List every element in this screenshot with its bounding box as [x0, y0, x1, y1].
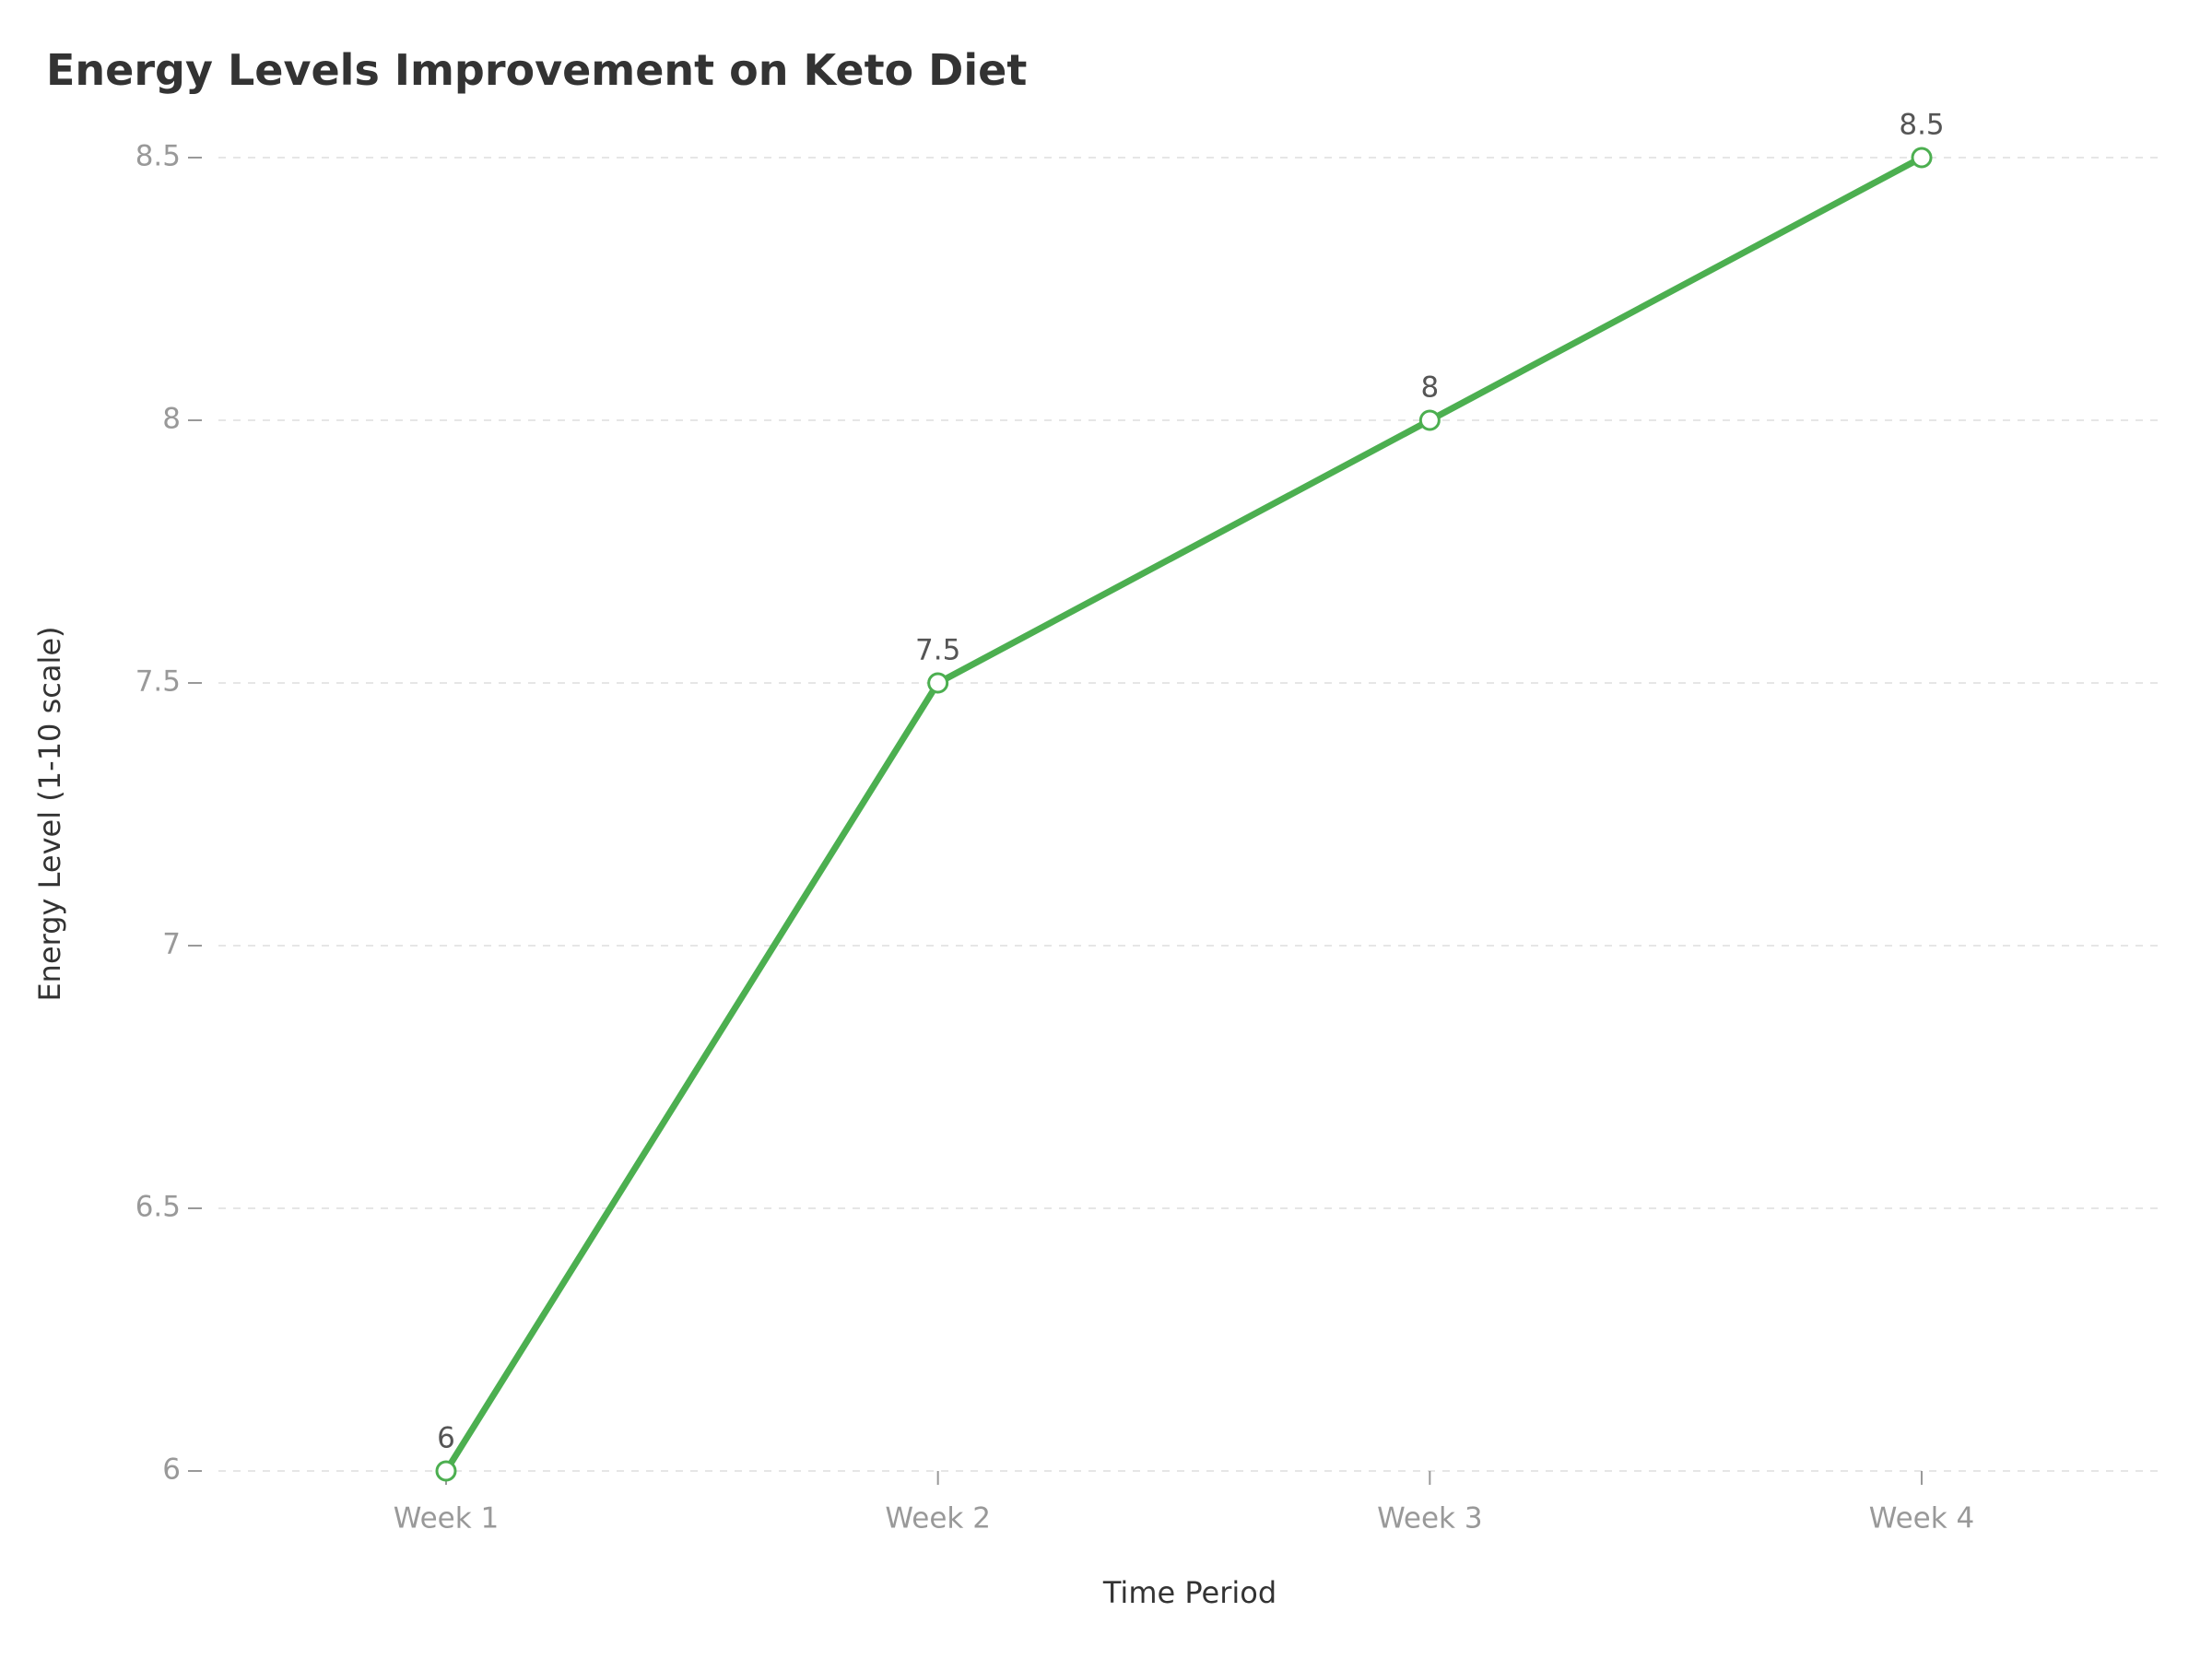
data-point	[927, 672, 949, 694]
x-axis-label: Time Period	[1102, 1575, 1277, 1610]
y-tick-label: 8.5	[135, 140, 181, 173]
x-tick-label: Week 3	[1377, 1502, 1483, 1535]
y-tick-label: 7.5	[135, 665, 181, 699]
x-tick-label: Week 1	[394, 1502, 500, 1535]
value-label: 7.5	[915, 634, 960, 667]
value-label: 8	[1420, 371, 1439, 405]
data-point	[1418, 409, 1441, 431]
y-axis-label: Energy Level (1-10 scale)	[32, 626, 67, 1001]
data-point	[1911, 147, 1933, 169]
x-tick-label: Week 2	[885, 1502, 991, 1535]
y-tick-label: 6	[162, 1453, 181, 1487]
value-label: 6	[437, 1422, 455, 1455]
y-tick-label: 8	[162, 403, 181, 436]
chart-title: Energy Levels Improvement on Keto Diet	[46, 45, 1027, 95]
value-label: 8.5	[1899, 109, 1944, 142]
y-tick-label: 7	[162, 928, 181, 961]
x-tick-label: Week 4	[1869, 1502, 1975, 1535]
data-line	[442, 154, 1925, 1475]
data-point	[435, 1460, 457, 1482]
y-tick-label: 6.5	[135, 1191, 181, 1224]
